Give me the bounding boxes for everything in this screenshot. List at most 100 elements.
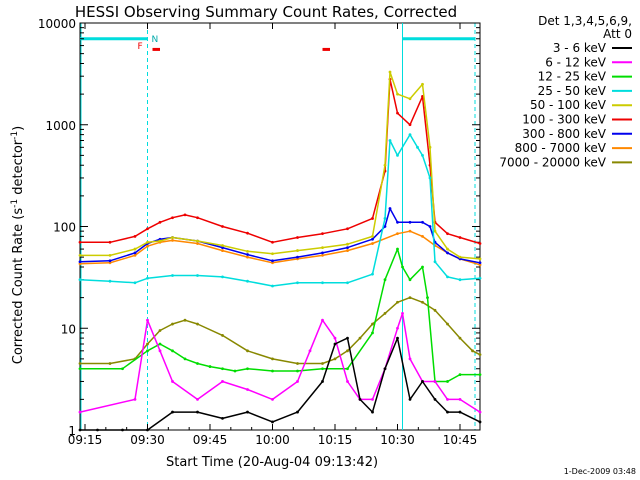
series-line [80, 78, 481, 245]
data-point [421, 153, 424, 157]
data-point [371, 234, 374, 238]
data-point [78, 428, 82, 432]
data-point [271, 240, 274, 244]
data-point [321, 367, 324, 371]
data-point [271, 420, 274, 424]
x-tick-label: 09:30 [130, 433, 165, 447]
series-line [80, 71, 481, 260]
data-point [396, 111, 399, 115]
data-point [446, 247, 449, 251]
data-point [408, 296, 412, 300]
data-point [396, 220, 399, 224]
data-point [446, 380, 449, 383]
data-point [246, 253, 249, 256]
data-point [78, 362, 82, 365]
data-point [421, 220, 424, 224]
data-point [246, 255, 249, 259]
legend-label: 800 - 7000 keV [515, 141, 607, 155]
legend-header-line-2: Att 0 [603, 27, 632, 41]
data-point [221, 275, 224, 279]
data-point [158, 220, 162, 224]
data-point [478, 353, 482, 357]
data-point [158, 239, 162, 243]
data-point [146, 240, 149, 244]
data-point [221, 334, 224, 337]
data-point [108, 279, 112, 283]
data-point [183, 213, 187, 217]
data-point [146, 318, 149, 322]
y-axis-label-main: Corrected Count Rate (s [11, 208, 26, 365]
data-point [171, 236, 174, 239]
data-point [221, 367, 224, 371]
data-point [458, 410, 462, 414]
x-tick-label: 09:15 [68, 433, 103, 447]
data-point [321, 232, 324, 236]
data-point [121, 367, 124, 371]
data-point [196, 274, 199, 277]
data-point [371, 237, 374, 241]
y-axis-label-end: ) [11, 126, 26, 131]
data-point [446, 251, 449, 255]
data-point [78, 240, 82, 244]
data-point [146, 227, 149, 231]
data-point [296, 410, 299, 414]
axes: 09:15 09:30 09:45 10:00 10:15 10:30 10:45 1 10 10… [38, 17, 480, 447]
data-point [383, 311, 387, 315]
series-line [79, 207, 481, 264]
data-point [471, 349, 474, 353]
data-point [478, 410, 482, 414]
data-point [321, 318, 324, 322]
data-point [371, 322, 374, 326]
data-point [196, 322, 199, 326]
data-point [196, 242, 199, 245]
data-point [221, 225, 224, 228]
data-point [408, 97, 412, 101]
data-point [333, 357, 337, 361]
x-tick-label: 09:45 [193, 433, 228, 447]
data-point [208, 365, 212, 368]
data-point [196, 397, 199, 401]
flag-n-label: N [152, 35, 159, 45]
data-point [371, 217, 374, 220]
data-point [133, 247, 137, 251]
data-point [433, 308, 437, 312]
x-tick-label: 10:45 [443, 433, 478, 447]
data-point [171, 216, 174, 220]
data-point [108, 240, 112, 244]
data-point [158, 349, 162, 353]
data-point [196, 410, 199, 414]
data-point [321, 281, 324, 285]
data-point [321, 380, 324, 383]
data-point [383, 225, 387, 228]
data-series [78, 70, 482, 432]
data-point [96, 428, 99, 432]
series-line [79, 133, 481, 287]
legend-label: 50 - 100 keV [530, 98, 607, 112]
data-point [408, 357, 412, 361]
data-point [133, 253, 137, 257]
data-point [458, 373, 462, 377]
data-point [396, 336, 399, 340]
data-point [221, 380, 224, 383]
data-point [296, 255, 299, 259]
data-point [246, 349, 249, 353]
x-axis-label: Start Time (20-Aug-04 09:13:42) [166, 455, 378, 470]
data-point [171, 274, 174, 277]
data-point [371, 272, 374, 276]
data-point [408, 123, 412, 127]
data-point [296, 380, 299, 383]
data-point [271, 357, 274, 361]
data-point [158, 329, 162, 332]
data-point [428, 176, 432, 180]
data-point [401, 311, 404, 315]
data-point [408, 278, 412, 282]
data-point [388, 207, 392, 210]
data-point [478, 373, 482, 377]
data-point [183, 318, 187, 322]
data-point [78, 262, 82, 266]
data-point [221, 244, 224, 247]
x-tick-label: 10:15 [318, 433, 353, 447]
data-point [433, 229, 437, 233]
